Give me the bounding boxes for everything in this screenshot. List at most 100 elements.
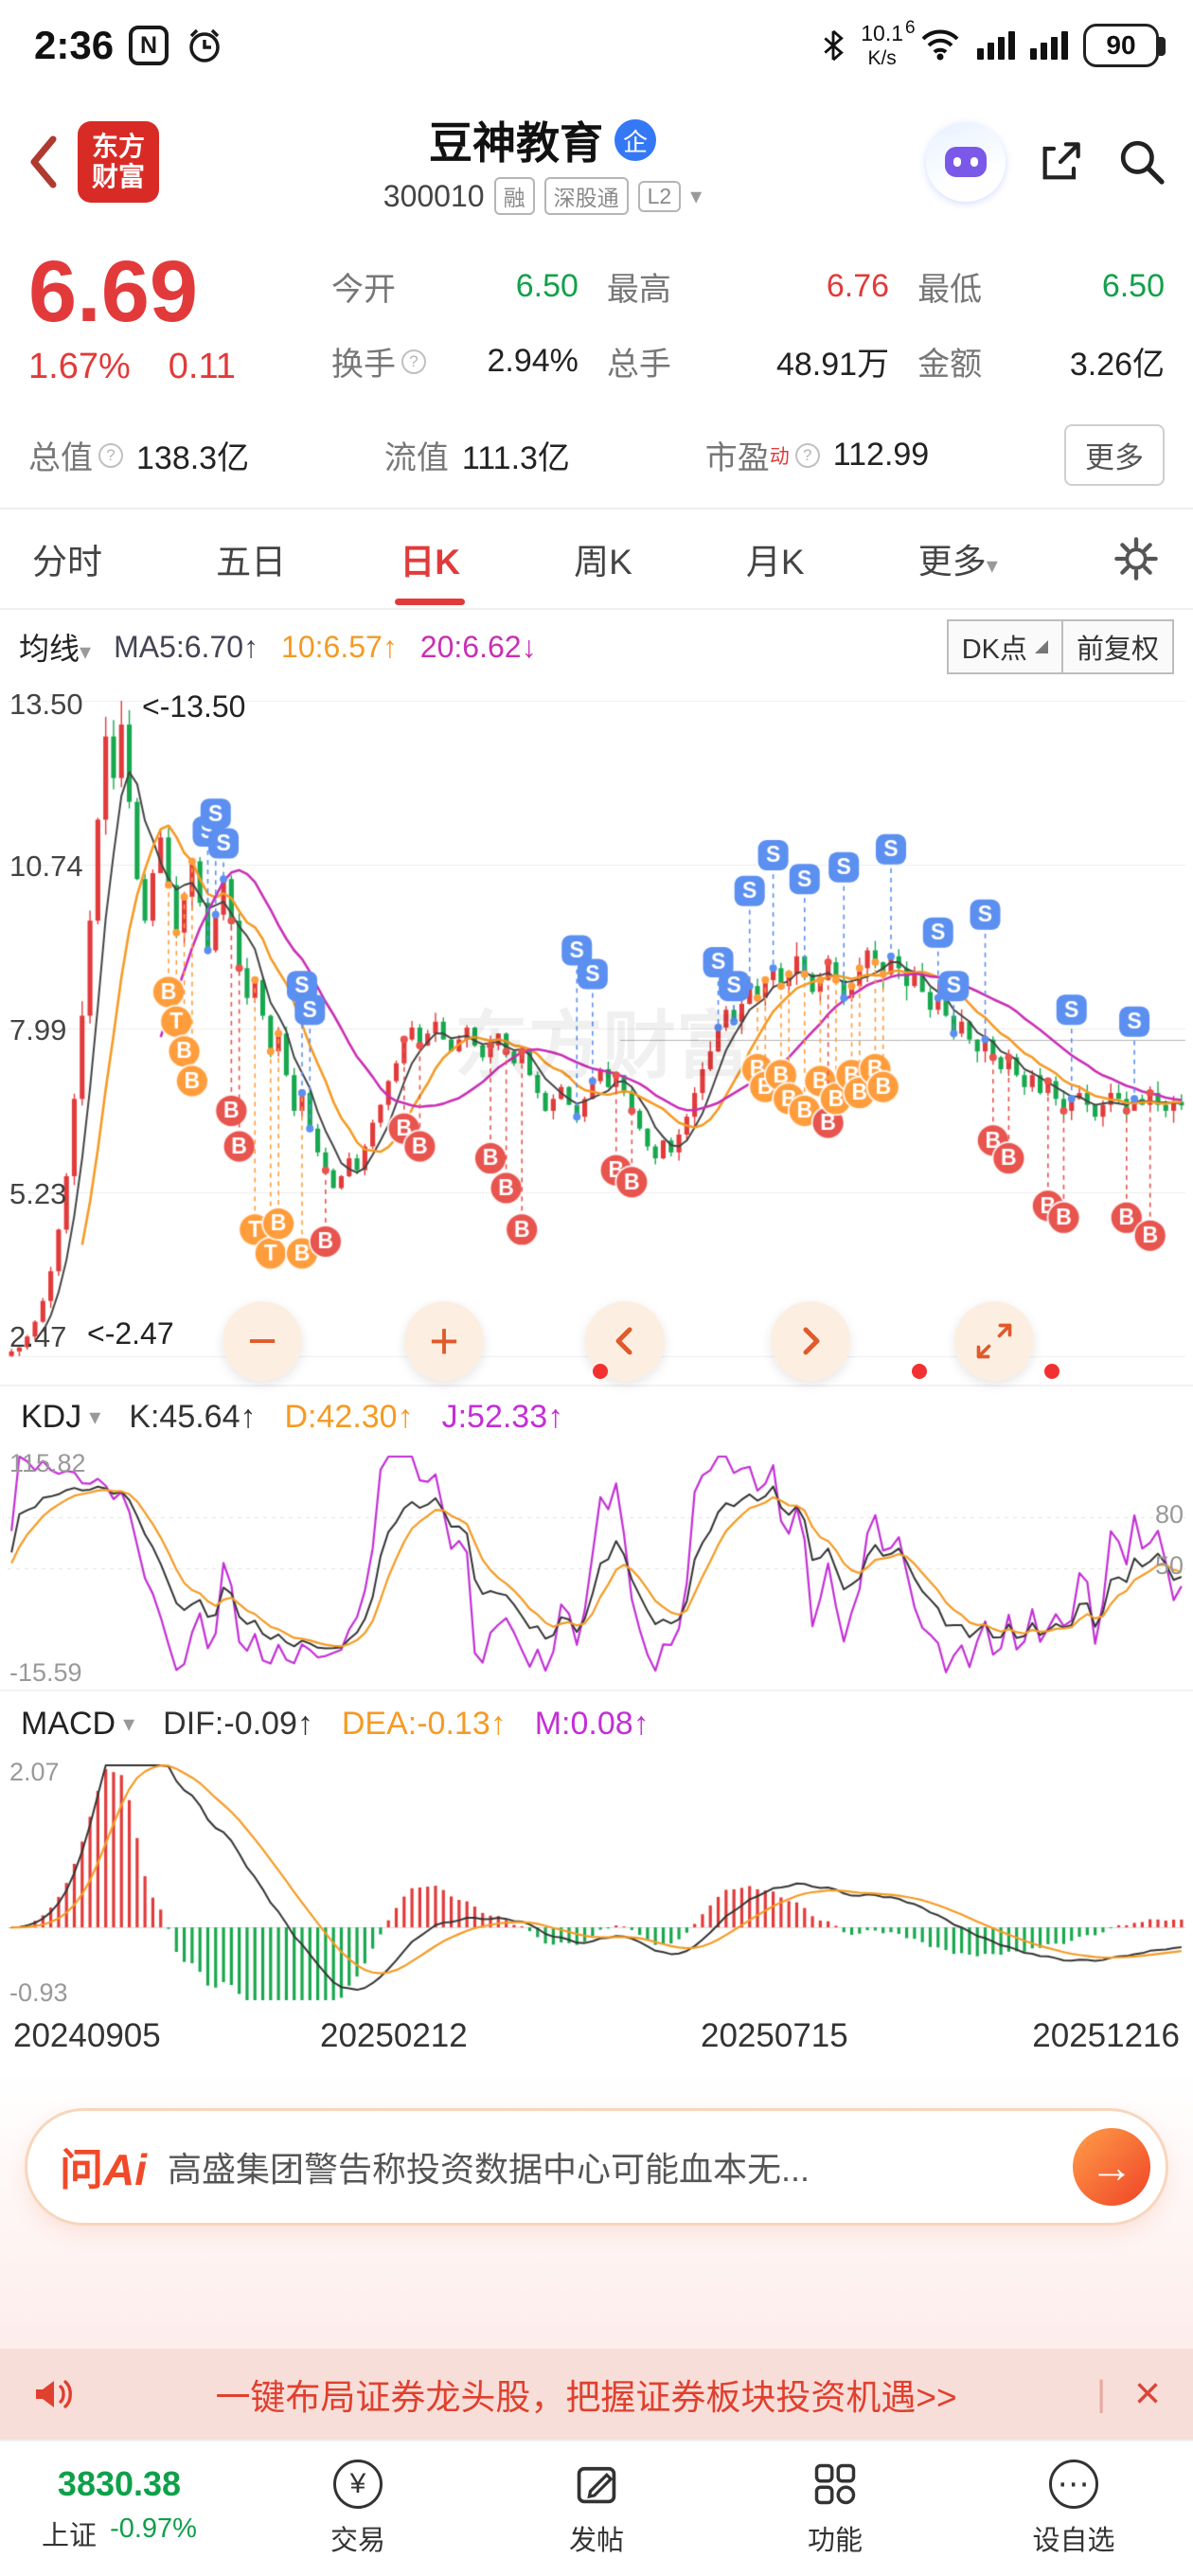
date-label: 20240905	[13, 2017, 161, 2054]
l2-tag: L2	[637, 180, 682, 212]
ask-ai-go-button[interactable]: →	[1073, 2128, 1150, 2206]
tab-monthly-k[interactable]: 月K	[745, 543, 805, 581]
tab-daily-k[interactable]: 日K	[400, 533, 460, 584]
index-name: 上证	[42, 2521, 98, 2551]
chevron-right-icon	[803, 1327, 820, 1355]
promo-banner[interactable]: 一键布局证券龙头股，把握证券板块投资机遇>> | ×	[0, 2349, 1193, 2440]
macd-selector[interactable]: MACD ▾	[21, 1705, 135, 1742]
nav-add-watchlist[interactable]: ⋯ 设自选	[954, 2460, 1193, 2558]
field-value: 48.91万	[775, 347, 890, 383]
trade-yuan-icon: ¥	[333, 2460, 383, 2509]
corner-fold-icon	[1034, 640, 1048, 653]
network-speed: 10.1 K/s	[861, 22, 903, 68]
macd-m-value: M:0.08↑	[534, 1705, 650, 1742]
index-change: -0.97%	[110, 2513, 197, 2544]
clock-time: 2:36	[34, 23, 115, 67]
wifi-icon: 6	[905, 18, 962, 66]
kdj-selector[interactable]: KDJ ▾	[21, 1398, 101, 1435]
chevron-down-icon: ▾	[986, 553, 998, 579]
chevron-down-icon: ▾	[80, 639, 92, 665]
kdj-k-value: K:45.64↑	[129, 1398, 257, 1435]
stock-title-block[interactable]: 豆神教育 企 300010 融 深股通 L2 ▾	[159, 109, 926, 215]
kline-chart-panel: 东方财富 13.50 10.74 7.99 5.23 2.47 <-13.50 …	[0, 684, 1193, 1385]
quote-row-3: 总值? 138.3亿 流值 111.3亿 市盈动? 112.99 更多	[28, 424, 1165, 486]
ask-ai-logo: 问Ai	[60, 2145, 147, 2194]
expand-icon	[976, 1323, 1012, 1359]
bottom-nav: 3830.38 上证 -0.97% ¥ 交易 发帖	[0, 2440, 1193, 2576]
chevron-down-icon[interactable]: ▾	[690, 183, 703, 209]
battery-indicator: 90	[1083, 24, 1166, 67]
ma10-value: 10:6.57↑	[281, 629, 398, 664]
tab-weekly-k[interactable]: 周K	[574, 543, 632, 581]
macd-canvas[interactable]	[0, 1756, 1193, 2010]
ask-ai-headline[interactable]: 高盛集团警告称投资数据中心可能血本无...	[168, 2150, 810, 2189]
title-bar: 东方 财富 豆神教育 企 300010 融 深股通 L2 ▾	[0, 91, 1193, 233]
high-annotation: <-13.50	[142, 689, 246, 724]
kdj-header: KDJ ▾ K:45.64↑ D:42.30↑ J:52.33↑	[0, 1385, 1193, 1447]
x-axis-dates: 20240905 20250212 20250715 20251216	[0, 2010, 1193, 2070]
pan-left-button[interactable]	[585, 1301, 665, 1381]
info-icon[interactable]: ?	[794, 442, 820, 468]
adjust-mode-button[interactable]: 前复权	[1062, 619, 1174, 674]
info-icon[interactable]: ?	[98, 442, 123, 468]
share-icon[interactable]	[1034, 135, 1087, 188]
stock-name: 豆神教育	[429, 118, 603, 168]
field-label: 金额	[917, 347, 983, 383]
tab-wuri[interactable]: 五日	[216, 543, 287, 581]
promo-text[interactable]: 一键布局证券龙头股，把握证券板块投资机遇>>	[215, 2378, 957, 2417]
connect-tag: 深股通	[543, 177, 629, 215]
price-block: 6.69 1.67% 0.11	[28, 247, 312, 387]
index-value: 3830.38	[57, 2464, 182, 2503]
field-value: 6.50	[515, 268, 579, 304]
nav-label: 设自选	[1032, 2526, 1115, 2556]
ma5-value: MA5:6.70↑	[114, 629, 259, 664]
pan-right-button[interactable]	[771, 1301, 850, 1381]
y-axis-label: 5.23	[9, 1177, 67, 1210]
macd-max-label: 2.07	[9, 1758, 60, 1786]
chevron-down-icon: ▾	[123, 1710, 135, 1737]
info-icon[interactable]: ?	[401, 349, 426, 374]
nav-trade[interactable]: ¥ 交易	[239, 2460, 477, 2558]
signal-bars-2	[1030, 31, 1068, 60]
nav-post[interactable]: 发帖	[477, 2460, 716, 2558]
nav-index-shanghai[interactable]: 3830.38 上证 -0.97%	[0, 2464, 239, 2553]
field-value: 138.3亿	[136, 440, 250, 476]
zoom-out-button[interactable]: −	[223, 1301, 302, 1381]
app-logo[interactable]: 东方 财富	[78, 121, 159, 203]
ma-group-selector[interactable]: 均线▾	[19, 632, 92, 666]
kline-canvas[interactable]	[0, 684, 1193, 1385]
nfc-icon: N	[129, 26, 169, 65]
back-chevron-icon	[30, 135, 57, 188]
dk-point-button[interactable]: DK点	[946, 619, 1063, 674]
field-value: 6.76	[826, 268, 890, 304]
robot-face-icon	[945, 147, 987, 177]
low-annotation: <-2.47	[87, 1316, 174, 1351]
lower-section: 问Ai 高盛集团警告称投资数据中心可能血本无... → 一键布局证券龙头股，把握…	[0, 2070, 1193, 2576]
tab-more[interactable]: 更多▾	[917, 542, 998, 581]
close-icon[interactable]: ×	[1133, 2369, 1161, 2419]
more-button[interactable]: 更多	[1064, 424, 1165, 486]
search-icon[interactable]	[1115, 135, 1168, 188]
net-speed-value: 10.1	[861, 21, 903, 46]
nav-features[interactable]: 功能	[716, 2460, 954, 2558]
field-value: 2.94%	[487, 343, 579, 379]
zoom-in-button[interactable]: +	[404, 1301, 484, 1381]
period-tabs: 分时 五日 日K 周K 月K 更多▾	[0, 508, 1193, 610]
field-label: 市盈动?	[705, 432, 820, 478]
alarm-icon	[189, 28, 220, 63]
kdj-chart-panel: 115.82 -15.59 80 50	[0, 1447, 1193, 1690]
ai-assistant-button[interactable]	[926, 122, 1006, 202]
back-button[interactable]	[25, 124, 78, 200]
stock-code: 300010	[383, 178, 485, 213]
margin-tag: 融	[493, 177, 535, 215]
kdj-canvas[interactable]	[0, 1447, 1193, 1690]
wifi6-badge: 6	[905, 17, 916, 38]
ask-ai-banner[interactable]: 问Ai 高盛集团警告称投资数据中心可能血本无... →	[25, 2108, 1168, 2226]
field-value: 112.99	[832, 437, 930, 473]
settings-gear-icon[interactable]	[1112, 534, 1161, 583]
tab-fenshi[interactable]: 分时	[32, 543, 102, 581]
fullscreen-button[interactable]	[954, 1301, 1034, 1381]
net-speed-unit: K/s	[867, 46, 897, 69]
notification-dot	[912, 1364, 927, 1379]
status-bar: 2:36 N 10.1 K/s 6	[0, 0, 1193, 91]
